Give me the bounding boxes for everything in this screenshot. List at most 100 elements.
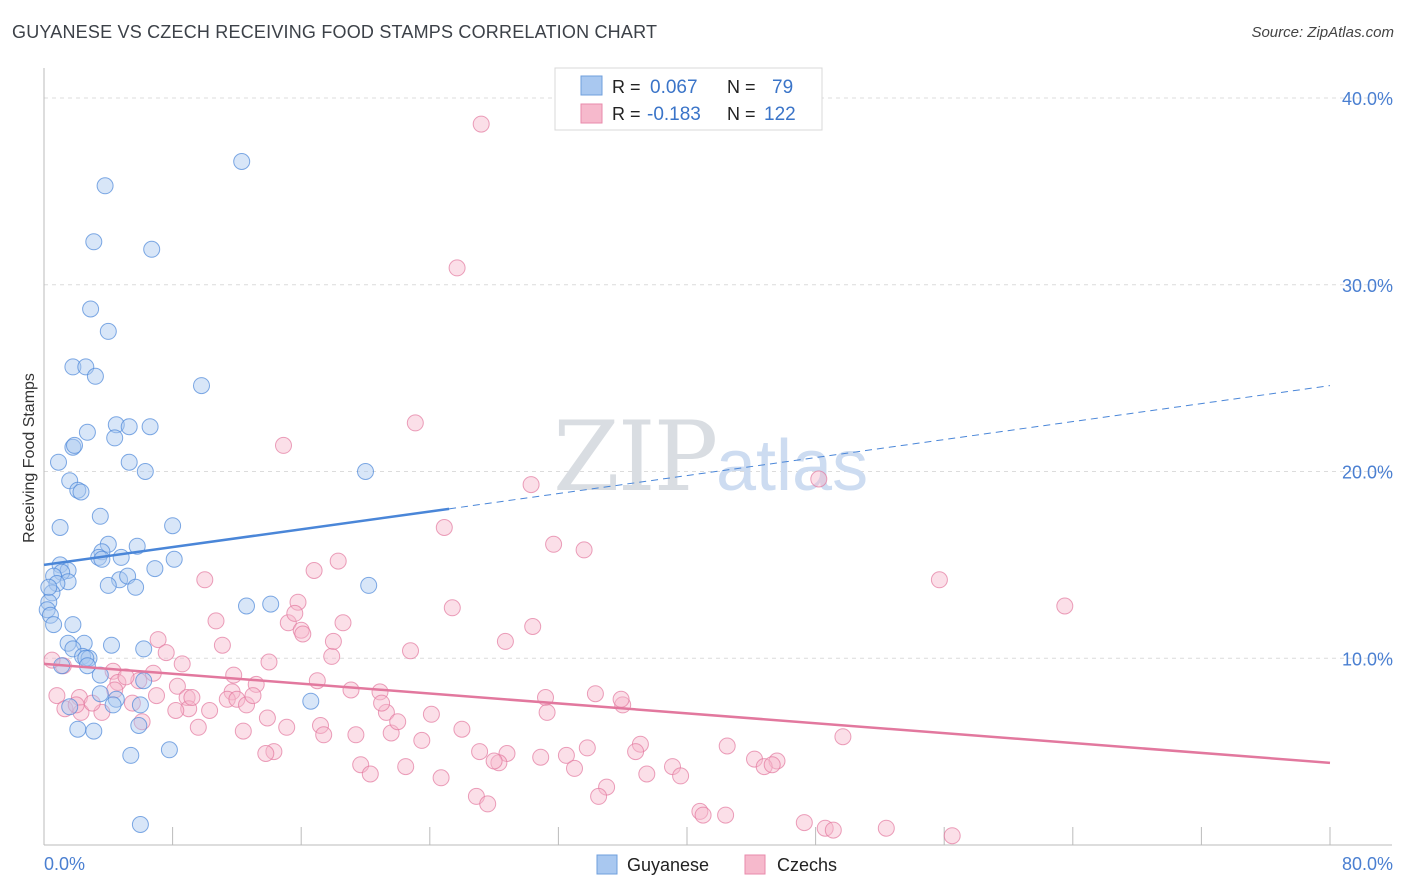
point-czechs <box>496 632 514 650</box>
point-guyanese <box>238 597 255 615</box>
point-czechs <box>472 115 490 133</box>
point-czechs <box>167 702 185 719</box>
point-guyanese <box>143 240 161 258</box>
point-czechs <box>406 414 424 432</box>
trend-line-guyanese <box>43 507 450 567</box>
point-guyanese <box>41 606 59 624</box>
point-czechs <box>48 687 66 705</box>
bottom-legend-label-czechs: Czechs <box>777 855 837 875</box>
legend-n-label: N = <box>727 77 756 97</box>
point-czechs <box>312 717 329 734</box>
point-guyanese <box>104 696 122 714</box>
watermark: ZIP atlas <box>553 401 868 513</box>
point-czechs <box>289 593 307 611</box>
point-czechs <box>213 636 231 654</box>
point-guyanese <box>72 483 90 501</box>
point-czechs <box>279 614 297 632</box>
point-czechs <box>323 647 341 665</box>
point-guyanese <box>164 517 182 535</box>
point-czechs <box>342 681 360 699</box>
point-czechs <box>612 690 630 708</box>
trend-line-guyanese-extended <box>449 385 1331 510</box>
point-guyanese <box>91 685 109 703</box>
point-czechs <box>524 618 542 635</box>
point-czechs <box>244 687 262 705</box>
point-czechs <box>275 436 292 454</box>
point-guyanese <box>38 601 56 619</box>
point-czechs <box>471 743 489 761</box>
point-czechs <box>183 689 201 706</box>
point-czechs <box>718 737 736 755</box>
chart-title: GUYANESE VS CZECH RECEIVING FOOD STAMPS … <box>12 22 658 42</box>
point-guyanese <box>131 696 149 714</box>
legend-swatch-guyanese <box>580 75 603 96</box>
point-czechs <box>575 541 593 559</box>
point-czechs <box>149 631 167 649</box>
point-czechs <box>347 726 365 744</box>
point-czechs <box>305 562 323 579</box>
point-guyanese <box>135 640 153 658</box>
point-guyanese <box>165 550 183 568</box>
point-guyanese <box>103 636 120 654</box>
point-czechs <box>627 743 645 761</box>
point-czechs <box>479 795 497 813</box>
point-czechs <box>130 672 148 690</box>
point-guyanese <box>111 571 129 589</box>
y-tick-label: 40.0% <box>1342 89 1393 109</box>
point-czechs <box>824 821 842 839</box>
point-czechs <box>810 470 828 488</box>
point-guyanese <box>69 720 87 738</box>
point-guyanese <box>82 300 100 318</box>
point-guyanese <box>74 647 92 665</box>
x-tick-label: 80.0% <box>1342 854 1393 874</box>
y-tick-labels: 10.0% 20.0% 30.0% 40.0% <box>1342 89 1393 669</box>
point-czechs <box>943 827 961 845</box>
grid <box>44 97 1392 659</box>
point-czechs <box>566 759 583 777</box>
point-czechs <box>278 718 296 736</box>
point-czechs <box>201 702 219 719</box>
bottom-legend: Guyanese Czechs <box>596 854 837 875</box>
y-tick-label: 20.0% <box>1342 463 1393 483</box>
point-czechs <box>717 806 735 824</box>
point-guyanese <box>64 616 82 634</box>
point-czechs <box>189 718 207 736</box>
point-guyanese <box>85 722 103 740</box>
point-guyanese <box>106 429 124 447</box>
point-czechs <box>67 696 85 714</box>
point-czechs <box>435 519 453 536</box>
point-czechs <box>422 705 440 723</box>
point-czechs <box>117 668 135 686</box>
point-czechs <box>1056 597 1074 615</box>
point-czechs <box>180 700 198 718</box>
point-czechs <box>329 552 347 570</box>
x-tick-label: 0.0% <box>44 854 85 874</box>
point-czechs <box>157 644 175 662</box>
point-czechs <box>834 728 852 746</box>
point-czechs <box>173 655 191 673</box>
point-czechs <box>228 690 246 708</box>
point-guyanese <box>131 816 149 833</box>
point-czechs <box>557 746 575 764</box>
point-guyanese <box>99 322 117 340</box>
point-guyanese <box>50 453 67 471</box>
point-czechs <box>522 476 540 494</box>
point-czechs <box>532 748 550 766</box>
point-guyanese <box>146 560 164 578</box>
point-guyanese <box>40 578 58 596</box>
point-guyanese <box>107 416 125 434</box>
legend-n-value: 122 <box>764 104 796 125</box>
x-tick-labels: 0.0% 80.0% <box>44 854 1393 874</box>
point-czechs <box>389 713 407 731</box>
point-guyanese <box>357 463 374 480</box>
point-guyanese <box>122 746 140 764</box>
point-czechs <box>453 720 471 738</box>
point-czechs <box>930 571 948 589</box>
point-guyanese <box>141 418 159 436</box>
point-guyanese <box>66 436 83 454</box>
point-czechs <box>196 571 214 589</box>
point-czechs <box>413 731 431 749</box>
point-czechs <box>207 612 225 630</box>
point-czechs <box>148 687 165 705</box>
